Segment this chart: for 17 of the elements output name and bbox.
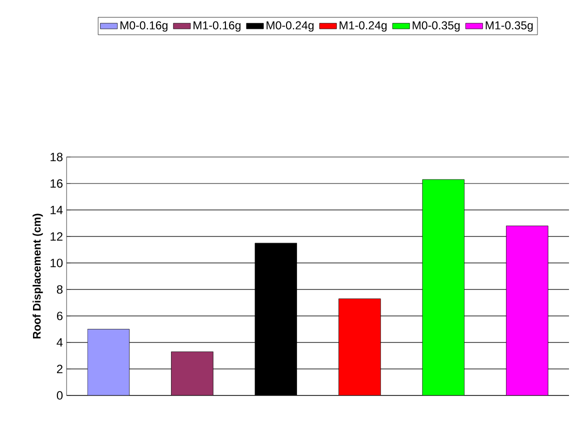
y-tick-label: 2 [56, 364, 62, 374]
y-tick-label: 14 [50, 206, 63, 214]
y-tick-label: 16 [50, 179, 63, 188]
legend-label: M1-0.16g [194, 21, 240, 32]
legend-label: M0-0.35g [412, 21, 460, 32]
y-tick-label: 18 [50, 152, 63, 162]
legend-label: M1-0.35g [486, 21, 533, 32]
y-tick-label: 10 [50, 258, 63, 268]
y-tick-label: 4 [56, 338, 63, 347]
y-tick-label: 6 [57, 312, 63, 320]
legend-label: M1-0.24g [340, 21, 387, 32]
y-tick-label: 8 [56, 285, 63, 294]
y-tick-label: 0 [56, 391, 63, 400]
y-axis-title: Roof Displacement (cm) [32, 214, 43, 338]
y-tick-label: 12 [50, 232, 62, 241]
legend-label: M0-0.24g [266, 21, 314, 32]
legend-label: M0-0.16g [120, 21, 168, 32]
